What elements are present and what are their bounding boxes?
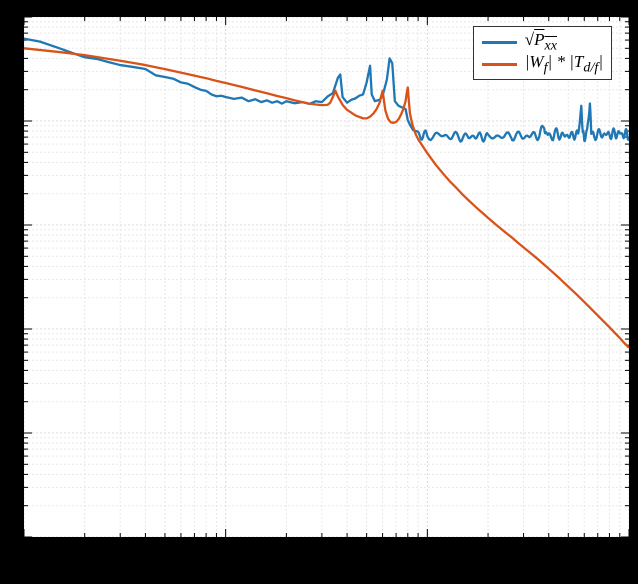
legend-swatch bbox=[482, 41, 517, 44]
chart-root: √Pxx|Wf| * |Td/f| bbox=[0, 0, 638, 584]
legend-swatch bbox=[482, 63, 517, 66]
ticks bbox=[24, 17, 629, 537]
plot-svg bbox=[24, 17, 629, 537]
legend: √Pxx|Wf| * |Td/f| bbox=[473, 26, 612, 80]
series-Wf_Tdf bbox=[24, 48, 629, 347]
legend-label: |Wf| * |Td/f| bbox=[525, 52, 603, 76]
plot-area: √Pxx|Wf| * |Td/f| bbox=[22, 15, 631, 539]
legend-label: √Pxx bbox=[525, 30, 557, 54]
legend-row: |Wf| * |Td/f| bbox=[482, 53, 603, 75]
grid bbox=[24, 17, 629, 537]
legend-row: √Pxx bbox=[482, 31, 603, 53]
